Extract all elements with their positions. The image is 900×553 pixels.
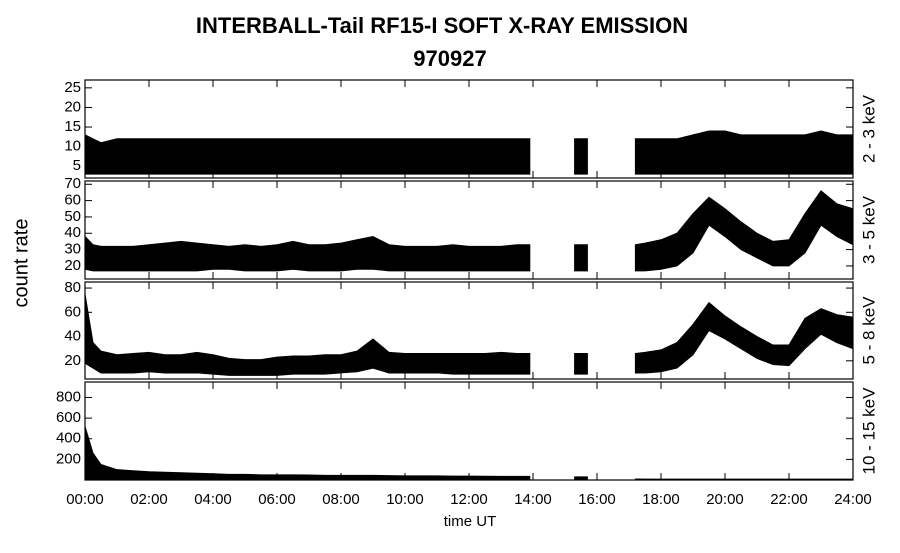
x-tick-label: 22:00 [770,491,808,508]
y-tick-label: 50 [64,208,81,225]
x-tick-label: 04:00 [194,491,232,508]
x-tick-label: 14:00 [514,491,552,508]
y-tick-label: 20 [64,98,81,115]
band [84,426,854,481]
x-tick-label: 20:00 [706,491,744,508]
y-tick-label: 40 [64,328,81,345]
y-tick-label: 20 [64,352,81,369]
x-tick-label: 00:00 [66,491,104,508]
x-tick-label: 02:00 [130,491,168,508]
y-tick-label: 70 [64,175,81,192]
y-tick-label: 30 [64,241,81,258]
panel-label: 5 - 8 keV [859,296,878,365]
band [84,294,854,376]
y-tick-label: 800 [56,388,81,405]
y-tick-label: 60 [64,192,81,209]
x-tick-label: 12:00 [450,491,488,508]
panel-label: 3 - 5 keV [859,195,878,264]
x-axis-label: time UT [444,513,497,530]
y-tick-label: 10 [64,138,81,155]
y-tick-label: 60 [64,303,81,320]
panel-label: 2 - 3 keV [859,94,878,163]
y-axis-label: count rate [10,219,32,308]
panel-frame [84,381,854,481]
x-tick-label: 16:00 [578,491,616,508]
band [84,190,854,272]
chart-title: INTERBALL-Tail RF15-I SOFT X-RAY EMISSIO… [196,13,688,38]
y-tick-label: 600 [56,409,81,426]
y-tick-label: 200 [56,450,81,467]
y-tick-label: 15 [64,118,81,135]
x-tick-label: 06:00 [258,491,296,508]
band [84,130,854,175]
panel-label: 10 - 15 keV [859,387,878,475]
x-tick-label: 18:00 [642,491,680,508]
x-tick-label: 24:00 [834,491,872,508]
y-tick-label: 40 [64,224,81,241]
y-tick-label: 20 [64,257,81,274]
y-tick-label: 400 [56,430,81,447]
y-tick-label: 25 [64,79,81,96]
x-tick-label: 10:00 [386,491,424,508]
x-tick-label: 08:00 [322,491,360,508]
chart-subtitle: 970927 [413,46,486,71]
y-tick-label: 5 [73,157,81,174]
y-tick-label: 80 [64,279,81,296]
